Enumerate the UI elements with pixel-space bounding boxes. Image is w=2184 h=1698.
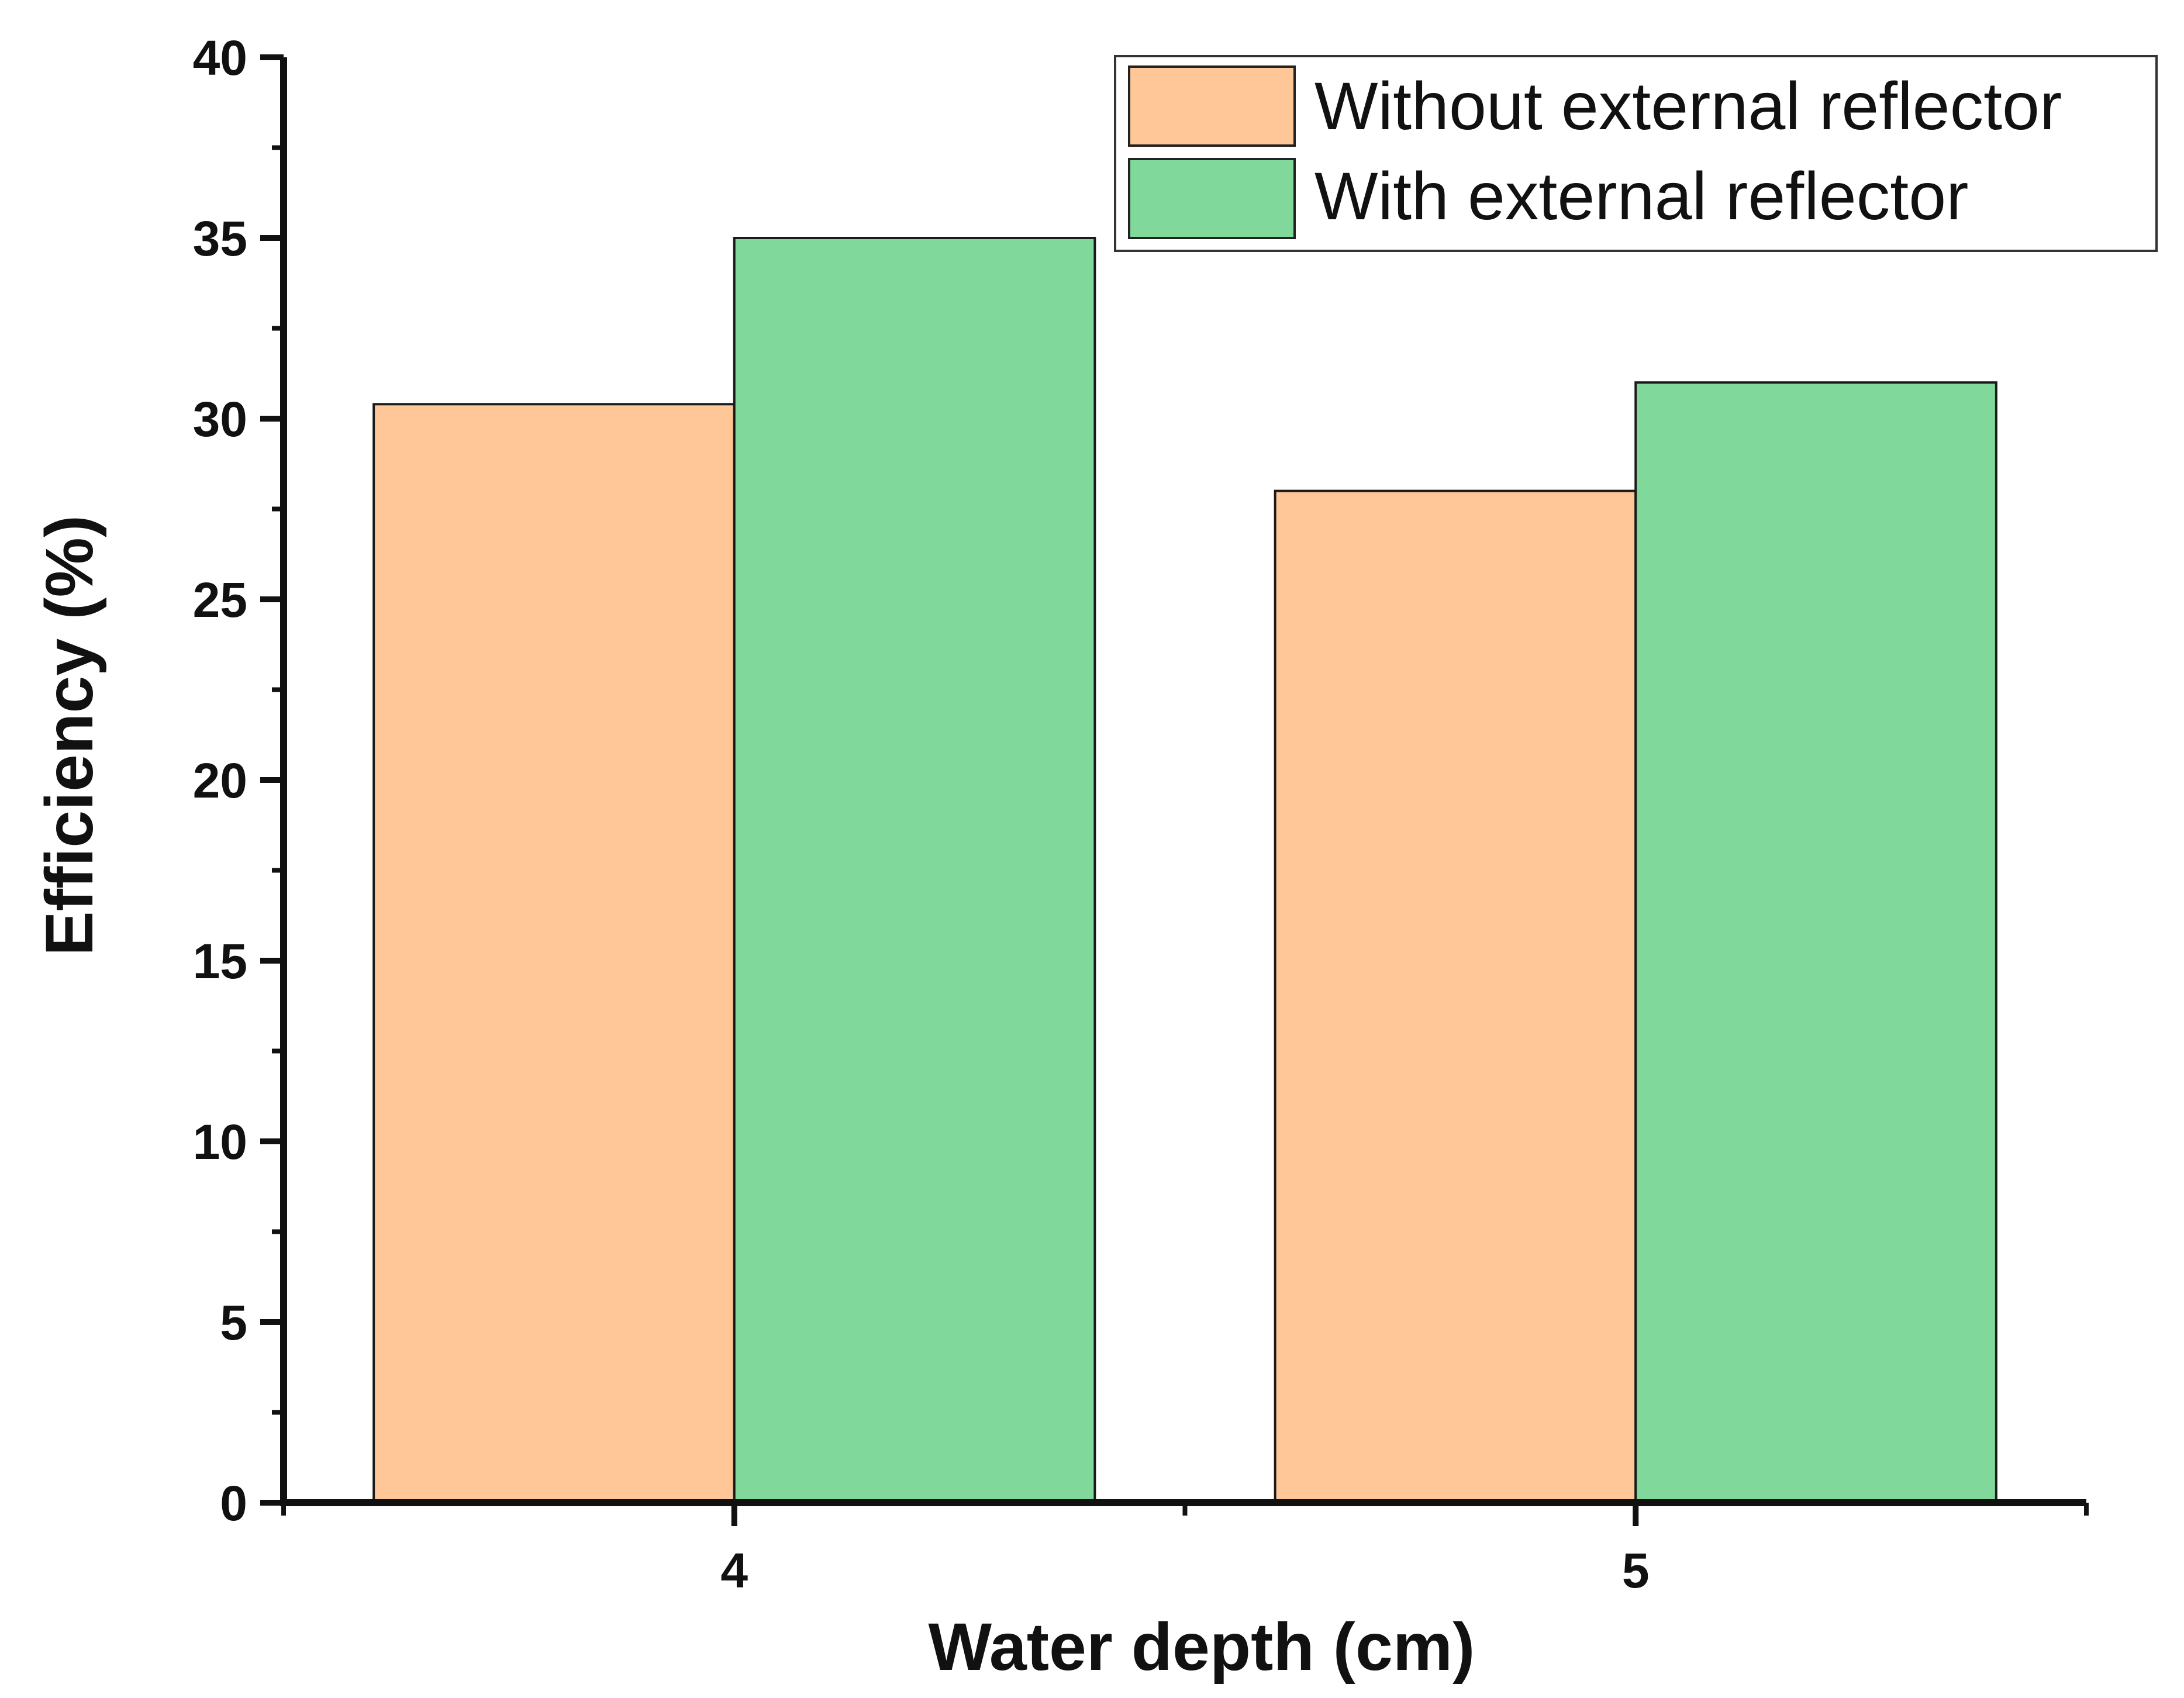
bar-with-reflector-4 (733, 237, 1096, 1504)
y-tick-label: 0 (220, 1476, 247, 1531)
x-tick-label: 5 (1622, 1543, 1650, 1598)
y-tick-label: 5 (220, 1295, 247, 1350)
y-tick-label: 40 (193, 30, 247, 85)
y-tick-label: 10 (193, 1114, 247, 1169)
legend-swatch-with-reflector (1128, 158, 1296, 239)
y-tick-label: 15 (193, 934, 247, 989)
bar-without-reflector-5 (1274, 489, 1637, 1504)
y-tick-label: 35 (193, 211, 247, 266)
legend-swatch-without-reflector (1128, 65, 1296, 147)
y-axis-title: Efficiency (%) (32, 515, 107, 956)
y-tick-label: 20 (193, 753, 247, 808)
bar-with-reflector-5 (1634, 381, 1997, 1504)
legend-label-with-reflector: With external reflector (1314, 159, 1968, 234)
y-tick-label: 30 (193, 392, 247, 447)
x-axis-title: Water depth (cm) (929, 1610, 1475, 1685)
bars-layer (372, 237, 1997, 1504)
y-tick-label: 25 (193, 572, 247, 627)
legend-label-without-reflector: Without external reflector (1314, 69, 2062, 144)
x-tick-label: 4 (720, 1543, 748, 1598)
legend: Without external reflector With external… (1114, 55, 2158, 252)
bar-without-reflector-4 (372, 403, 736, 1504)
